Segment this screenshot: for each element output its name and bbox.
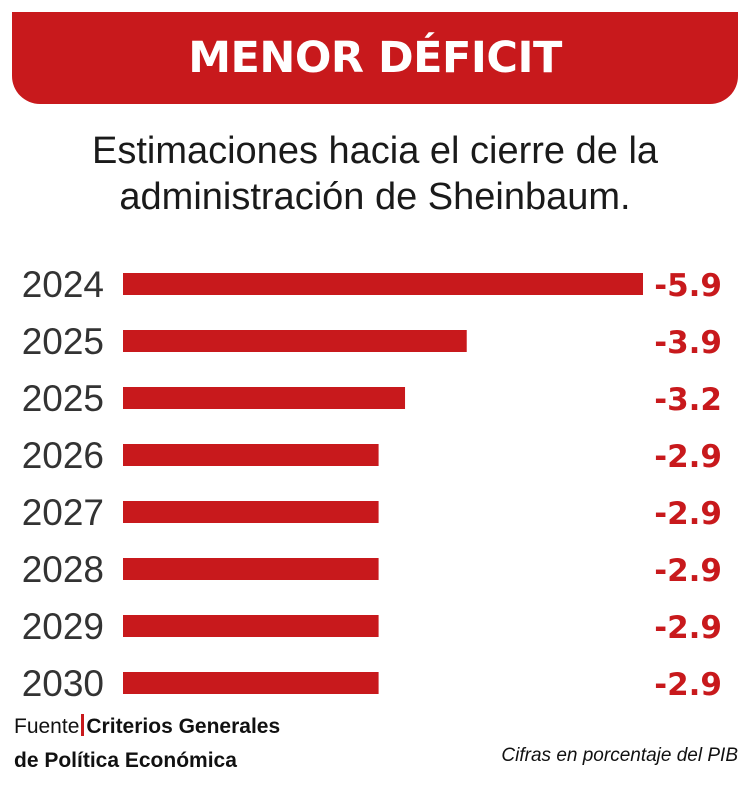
year-label: 2030	[22, 663, 104, 704]
bar	[123, 672, 379, 694]
year-label: 2028	[22, 549, 104, 590]
year-label: 2024	[22, 264, 104, 305]
title-banner: MENOR DÉFICIT	[12, 12, 738, 104]
source-note: Fuente Criterios Generales de Política Ec…	[14, 710, 280, 778]
chart-title: MENOR DÉFICIT	[188, 33, 562, 83]
year-label: 2026	[22, 435, 104, 476]
year-label: 2025	[22, 378, 104, 419]
chart-subtitle: Estimaciones hacia el cierre de la admin…	[40, 128, 710, 220]
value-label: -2.9	[654, 553, 722, 589]
value-label: -2.9	[654, 610, 722, 646]
value-label: -3.9	[654, 325, 722, 361]
value-label: -2.9	[654, 439, 722, 475]
value-label: -2.9	[654, 496, 722, 532]
source-separator	[81, 714, 85, 736]
value-label: -3.2	[654, 382, 722, 418]
bar	[123, 501, 379, 523]
subtitle-line-2: administración de Sheinbaum.	[119, 176, 631, 218]
subtitle-line-1: Estimaciones hacia el cierre de la	[91, 130, 659, 172]
value-label: -2.9	[654, 667, 722, 703]
year-label: 2027	[22, 492, 104, 533]
bar	[123, 558, 379, 580]
bar	[123, 615, 379, 637]
source-line-1: Criterios Generales	[86, 715, 281, 738]
bar	[123, 330, 467, 352]
year-label: 2025	[22, 321, 104, 362]
year-label: 2029	[22, 606, 104, 647]
bar-chart: 2024 -5.9 2025 -3.9 2025 -3.2 2026 -2.9 2027 -2.9…	[22, 264, 722, 704]
source-line-2: de Política Económica	[14, 749, 237, 772]
bar	[123, 387, 406, 409]
bar	[123, 273, 643, 295]
source-label: Fuente	[14, 715, 80, 738]
value-label: -5.9	[654, 268, 722, 304]
bar	[123, 444, 379, 466]
units-note: Cifras en porcentaje del PIB	[501, 745, 738, 766]
